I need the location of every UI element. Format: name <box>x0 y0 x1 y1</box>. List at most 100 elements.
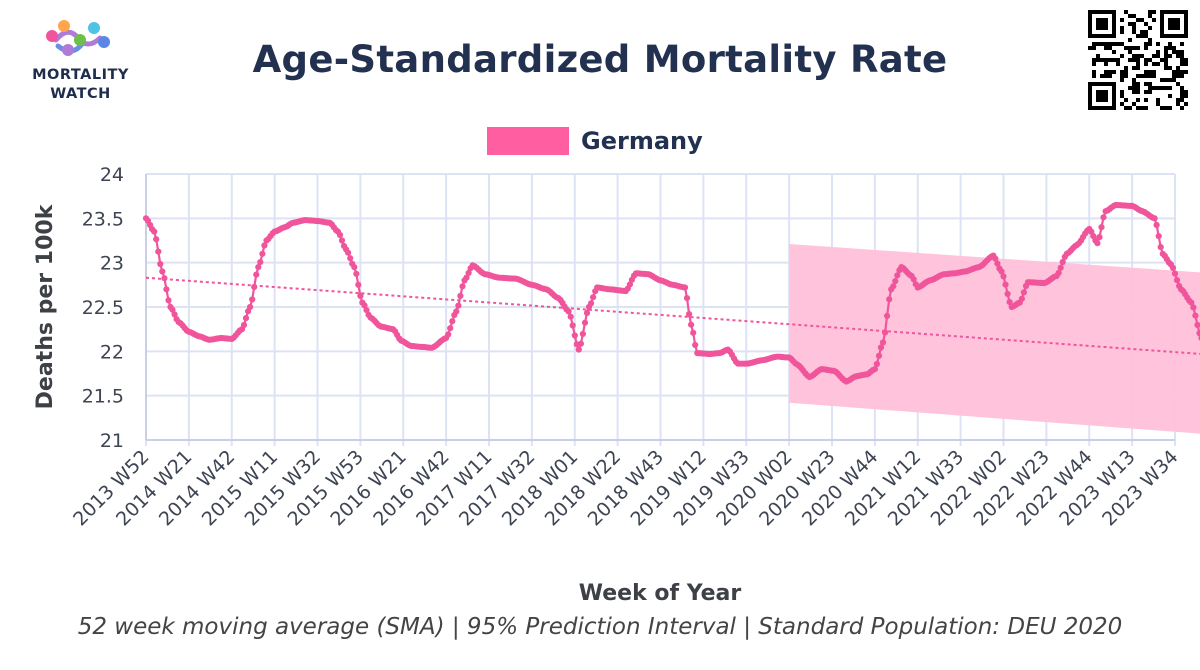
series-point <box>171 311 178 318</box>
series-point <box>336 231 344 239</box>
series-point <box>240 321 248 329</box>
series-point <box>882 329 889 336</box>
series-point <box>257 259 264 266</box>
series-point <box>1151 215 1158 222</box>
series-point <box>351 264 358 271</box>
series-point <box>886 296 893 303</box>
series-point <box>153 236 160 243</box>
series-point <box>155 248 162 255</box>
series-point <box>583 309 591 316</box>
y-tick-label: 21 <box>100 430 124 452</box>
y-tick-label: 21.5 <box>82 386 124 408</box>
series-point <box>157 260 164 268</box>
series-point <box>1155 233 1162 240</box>
y-tick-label: 24 <box>100 164 124 186</box>
series-point <box>445 331 452 338</box>
series-point <box>1157 244 1164 251</box>
series-point <box>247 303 254 311</box>
series-point <box>253 271 260 278</box>
series-point <box>357 292 364 299</box>
series-point <box>890 283 897 290</box>
logo-text-line1: MORTALITY <box>32 67 129 83</box>
series-point <box>871 366 879 373</box>
series-point <box>249 296 256 303</box>
series-point <box>169 306 176 313</box>
series-point <box>588 300 595 307</box>
series-point <box>683 295 691 302</box>
series-point <box>447 325 454 332</box>
series-point <box>567 313 574 320</box>
y-tick-label: 23 <box>100 253 124 275</box>
series-point <box>1173 277 1181 284</box>
series-point <box>1094 240 1101 247</box>
series-point <box>463 274 470 281</box>
series-point <box>1055 269 1062 276</box>
series-point <box>590 294 597 301</box>
series-point <box>1169 264 1177 271</box>
series-point <box>361 302 368 309</box>
series-point <box>165 297 172 304</box>
series-point <box>163 286 170 293</box>
series-point <box>449 318 456 325</box>
trend-line <box>145 276 1200 355</box>
series-point <box>259 250 266 257</box>
series-point <box>1098 224 1105 231</box>
y-axis-title: Deaths per 100k <box>33 203 58 409</box>
series-point <box>1020 289 1027 296</box>
series-point <box>877 344 885 351</box>
series-point <box>453 308 460 315</box>
series-point <box>1002 281 1009 288</box>
series-point <box>884 312 891 319</box>
series-point <box>1196 330 1200 337</box>
series-point <box>345 249 352 256</box>
series-point <box>992 255 999 262</box>
series-point <box>159 268 166 275</box>
legend-label-germany: Germany <box>581 127 703 155</box>
series-point <box>251 283 258 291</box>
logo-wordmark: MORTALITY WATCH <box>18 66 143 104</box>
series-point <box>692 341 699 349</box>
series-point <box>363 307 370 314</box>
series-point <box>994 260 1001 267</box>
series-point <box>355 281 362 288</box>
series-point <box>910 276 917 283</box>
legend-swatch <box>487 127 569 155</box>
series-point <box>1171 270 1179 277</box>
chart-caption: 52 week moving average (SMA) | 95% Predi… <box>77 614 1123 640</box>
series-point <box>353 270 360 277</box>
series-point <box>569 322 576 329</box>
series-point <box>1153 221 1160 229</box>
series-point <box>1100 214 1107 221</box>
y-tick-label: 23.5 <box>82 208 124 230</box>
series-point <box>875 352 883 359</box>
series-point <box>161 275 168 282</box>
series-point <box>688 321 695 328</box>
series-point <box>1006 299 1013 306</box>
series-point <box>998 268 1005 275</box>
chart-legend[interactable]: Germany <box>487 124 703 158</box>
series-point <box>455 302 462 309</box>
series-point <box>873 360 881 368</box>
mortality-watch-logo: MORTALITY WATCH <box>18 18 148 108</box>
series-point <box>892 278 899 285</box>
series-point <box>255 264 262 271</box>
y-tick-label: 22 <box>100 341 124 363</box>
series-point <box>571 332 578 339</box>
y-tick-label: 22.5 <box>82 297 124 319</box>
series-point <box>457 292 464 299</box>
series-point <box>579 330 587 337</box>
series-point <box>465 269 472 276</box>
series-point <box>1194 321 1200 329</box>
series-point <box>894 272 901 279</box>
series-point <box>879 339 887 346</box>
series-point <box>1057 264 1064 271</box>
series-point <box>575 346 582 353</box>
series-point <box>1000 273 1007 280</box>
series-point <box>681 284 689 291</box>
logo-text-line2: WATCH <box>50 86 111 102</box>
series-point <box>338 237 346 244</box>
series-point <box>577 340 585 347</box>
prediction-interval-band <box>789 244 1200 434</box>
series-point <box>347 255 354 262</box>
